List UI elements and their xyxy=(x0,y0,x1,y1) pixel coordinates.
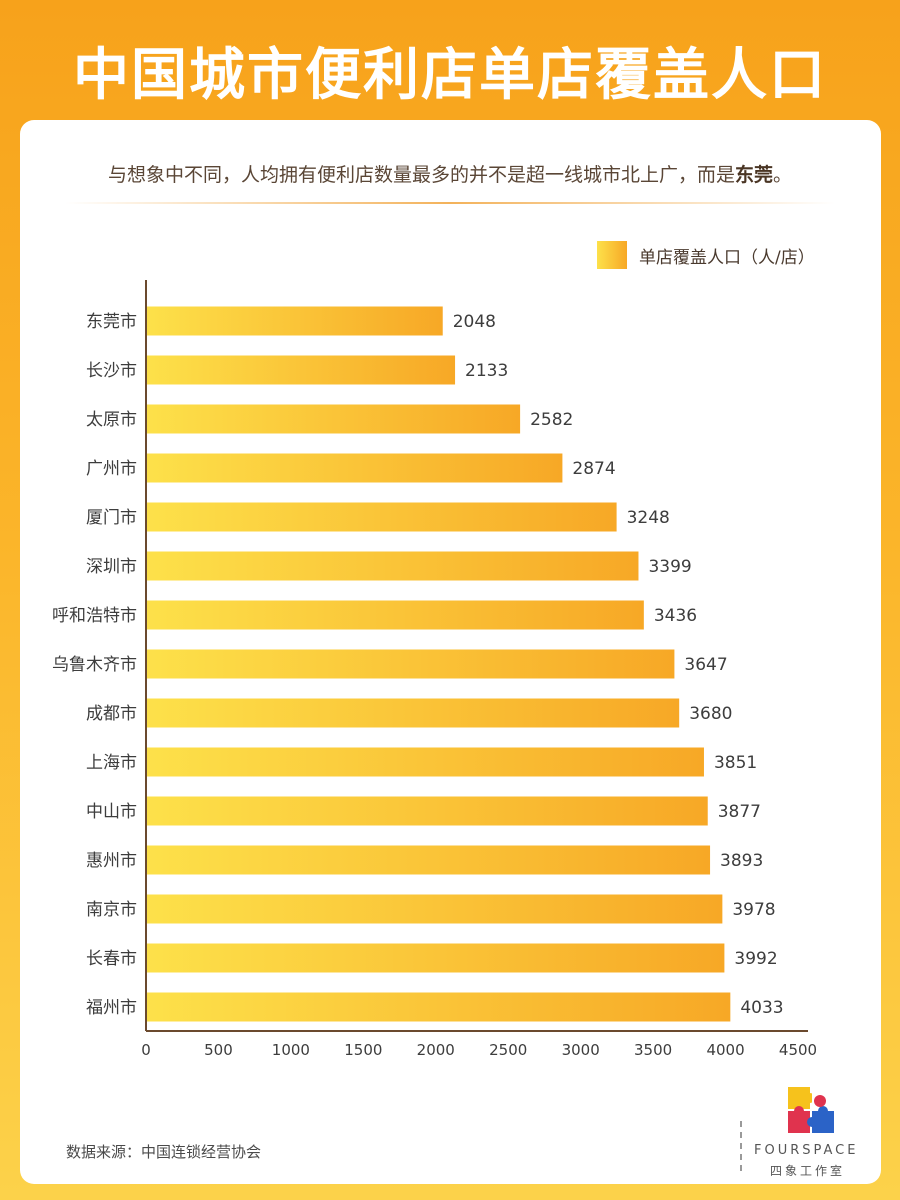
bar xyxy=(146,992,731,1022)
data-label: 3877 xyxy=(718,802,761,822)
category-label: 惠州市 xyxy=(86,851,137,871)
category-label: 上海市 xyxy=(86,753,137,773)
divider xyxy=(65,202,835,204)
x-tick-label: 3000 xyxy=(562,1041,600,1059)
intro-text: 与想象中不同，人均拥有便利店数量最多的并不是超一线城市北上广，而是东莞。 xyxy=(0,160,900,187)
category-label: 成都市 xyxy=(86,704,137,724)
data-label: 4033 xyxy=(740,998,783,1018)
category-label: 厦门市 xyxy=(86,508,137,528)
x-tick-label: 3500 xyxy=(634,1041,672,1059)
data-label: 3851 xyxy=(714,753,757,773)
bar xyxy=(146,306,443,336)
bar xyxy=(146,355,456,385)
data-label: 2048 xyxy=(453,312,496,332)
bar xyxy=(146,845,711,875)
page-title: 中国城市便利店单店覆盖人口 xyxy=(73,43,827,108)
x-tick-label: 0 xyxy=(141,1041,151,1059)
intro-end: 。 xyxy=(773,164,793,186)
category-label: 南京市 xyxy=(86,900,137,920)
legend-swatch xyxy=(597,241,627,269)
category-label: 中山市 xyxy=(86,802,137,822)
bar xyxy=(146,404,521,434)
data-label: 3399 xyxy=(648,557,691,577)
data-label: 3992 xyxy=(734,949,777,969)
source-note: 数据来源：中国连锁经营协会 xyxy=(66,1143,262,1161)
bar xyxy=(146,600,644,630)
puzzle-logo-icon xyxy=(788,1087,834,1133)
category-label: 太原市 xyxy=(86,410,137,430)
x-tick-label: 500 xyxy=(204,1041,233,1059)
bar xyxy=(146,747,704,777)
legend: 单店覆盖人口（人/店） xyxy=(597,241,815,269)
data-label: 2582 xyxy=(530,410,573,430)
bar xyxy=(146,551,639,581)
bar xyxy=(146,698,680,728)
category-label: 长春市 xyxy=(86,949,137,969)
data-label: 3680 xyxy=(689,704,732,724)
category-label: 东莞市 xyxy=(86,312,137,332)
brand: FOURSPACE 四象工作室 xyxy=(740,1085,890,1185)
intro-main: 与想象中不同，人均拥有便利店数量最多的并不是超一线城市北上广，而是 xyxy=(107,164,735,186)
data-label: 2133 xyxy=(465,361,508,381)
category-label: 乌鲁木齐市 xyxy=(52,655,137,675)
data-label: 2874 xyxy=(572,459,615,479)
x-tick-label: 1500 xyxy=(344,1041,382,1059)
x-tick-label: 2500 xyxy=(489,1041,527,1059)
category-label: 长沙市 xyxy=(86,361,137,381)
bar xyxy=(146,453,563,483)
category-label: 福州市 xyxy=(86,998,137,1018)
x-tick-label: 4000 xyxy=(706,1041,744,1059)
x-tick-label: 2000 xyxy=(417,1041,455,1059)
brand-name-en: FOURSPACE xyxy=(754,1143,859,1158)
brand-name-cn: 四象工作室 xyxy=(770,1164,846,1178)
x-tick-label: 4500 xyxy=(779,1041,817,1059)
bar xyxy=(146,894,723,924)
bar xyxy=(146,943,725,973)
data-label: 3248 xyxy=(627,508,670,528)
bar xyxy=(146,796,708,826)
legend-label: 单店覆盖人口（人/店） xyxy=(639,247,815,268)
x-tick-label: 1000 xyxy=(272,1041,310,1059)
intro-highlight: 东莞 xyxy=(734,164,773,186)
category-label: 呼和浩特市 xyxy=(52,606,137,626)
bar xyxy=(146,649,675,679)
category-label: 广州市 xyxy=(86,459,137,479)
data-label: 3647 xyxy=(684,655,727,675)
data-label: 3436 xyxy=(654,606,697,626)
brand-divider xyxy=(740,1121,742,1171)
bar xyxy=(146,502,617,532)
data-label: 3893 xyxy=(720,851,763,871)
category-label: 深圳市 xyxy=(86,557,137,577)
data-label: 3978 xyxy=(732,900,775,920)
